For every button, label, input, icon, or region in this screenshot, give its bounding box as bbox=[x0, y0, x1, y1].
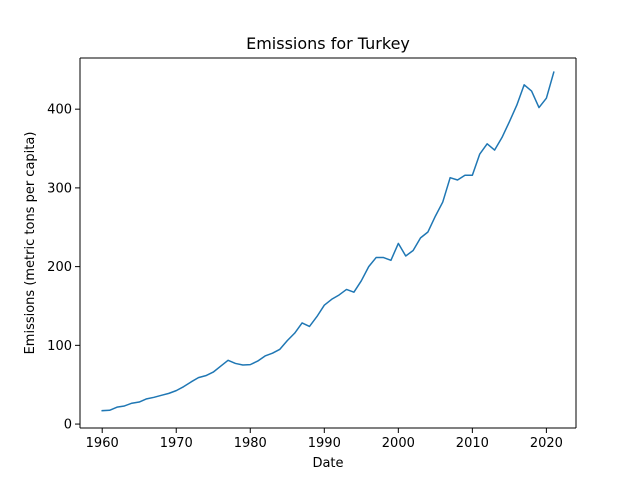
x-tick-label: 2000 bbox=[382, 436, 415, 451]
data-point bbox=[508, 121, 510, 123]
data-point bbox=[479, 153, 481, 155]
data-point bbox=[249, 364, 251, 366]
data-point bbox=[383, 257, 385, 259]
data-point bbox=[538, 107, 540, 109]
data-point bbox=[257, 360, 259, 362]
data-point bbox=[301, 322, 303, 324]
x-tick-label: 1990 bbox=[308, 436, 341, 451]
data-point bbox=[131, 402, 133, 404]
data-point bbox=[116, 406, 118, 408]
x-axis-label: Date bbox=[312, 456, 343, 471]
x-tick-label: 1970 bbox=[160, 436, 193, 451]
data-point bbox=[227, 359, 229, 361]
data-point bbox=[375, 257, 377, 259]
data-point bbox=[279, 348, 281, 350]
data-point bbox=[101, 410, 103, 412]
data-point bbox=[397, 242, 399, 244]
series-line bbox=[101, 71, 555, 412]
y-tick-label: 300 bbox=[47, 181, 72, 196]
data-point bbox=[412, 249, 414, 251]
data-point bbox=[405, 255, 407, 257]
data-point bbox=[205, 375, 207, 377]
data-point bbox=[109, 409, 111, 411]
x-axis-ticks: 1960 1970 1980 1990 2000 2010 2020 bbox=[86, 428, 563, 451]
data-point bbox=[264, 355, 266, 357]
plot-area bbox=[79, 57, 577, 429]
data-point bbox=[153, 396, 155, 398]
data-point bbox=[242, 364, 244, 366]
data-point bbox=[175, 390, 177, 392]
data-point bbox=[553, 71, 555, 73]
data-point bbox=[160, 394, 162, 396]
data-point bbox=[353, 291, 355, 293]
data-point bbox=[168, 392, 170, 394]
data-point bbox=[471, 174, 473, 176]
data-point bbox=[360, 280, 362, 282]
y-tick-label: 100 bbox=[47, 339, 72, 354]
data-point bbox=[346, 288, 348, 290]
data-point bbox=[457, 179, 459, 181]
data-point bbox=[434, 215, 436, 217]
data-point bbox=[123, 405, 125, 407]
data-point bbox=[286, 340, 288, 342]
data-point bbox=[420, 237, 422, 239]
y-tick-label: 200 bbox=[47, 260, 72, 275]
data-point bbox=[442, 201, 444, 203]
data-point bbox=[138, 401, 140, 403]
data-point bbox=[197, 377, 199, 379]
data-point bbox=[516, 104, 518, 106]
x-tick-label: 2020 bbox=[530, 436, 563, 451]
data-point bbox=[531, 90, 533, 92]
data-point bbox=[271, 352, 273, 354]
y-tick-label: 0 bbox=[64, 418, 72, 433]
data-point bbox=[449, 177, 451, 179]
data-point bbox=[308, 325, 310, 327]
y-axis-label: Emissions (metric tons per capita) bbox=[23, 132, 38, 355]
data-point bbox=[294, 332, 296, 334]
data-point bbox=[368, 266, 370, 268]
data-point bbox=[427, 231, 429, 233]
y-tick-label: 400 bbox=[47, 103, 72, 118]
data-point bbox=[323, 304, 325, 306]
data-point bbox=[486, 143, 488, 145]
data-point bbox=[523, 84, 525, 86]
y-axis-ticks: 0 100 200 300 400 bbox=[47, 103, 80, 433]
chart-title: Emissions for Turkey bbox=[246, 34, 410, 53]
data-point bbox=[501, 137, 503, 139]
x-tick-label: 1960 bbox=[86, 436, 119, 451]
plot-background bbox=[80, 58, 576, 428]
data-point bbox=[338, 294, 340, 296]
data-point bbox=[234, 362, 236, 364]
data-point bbox=[494, 149, 496, 151]
data-point bbox=[464, 174, 466, 176]
data-point bbox=[220, 365, 222, 367]
data-point bbox=[146, 398, 148, 400]
x-tick-label: 1980 bbox=[234, 436, 267, 451]
data-point bbox=[331, 298, 333, 300]
data-point bbox=[316, 316, 318, 318]
data-point bbox=[183, 386, 185, 388]
x-tick-label: 2010 bbox=[456, 436, 489, 451]
data-point bbox=[545, 97, 547, 99]
data-point bbox=[390, 259, 392, 261]
data-point bbox=[212, 371, 214, 373]
data-point bbox=[190, 381, 192, 383]
